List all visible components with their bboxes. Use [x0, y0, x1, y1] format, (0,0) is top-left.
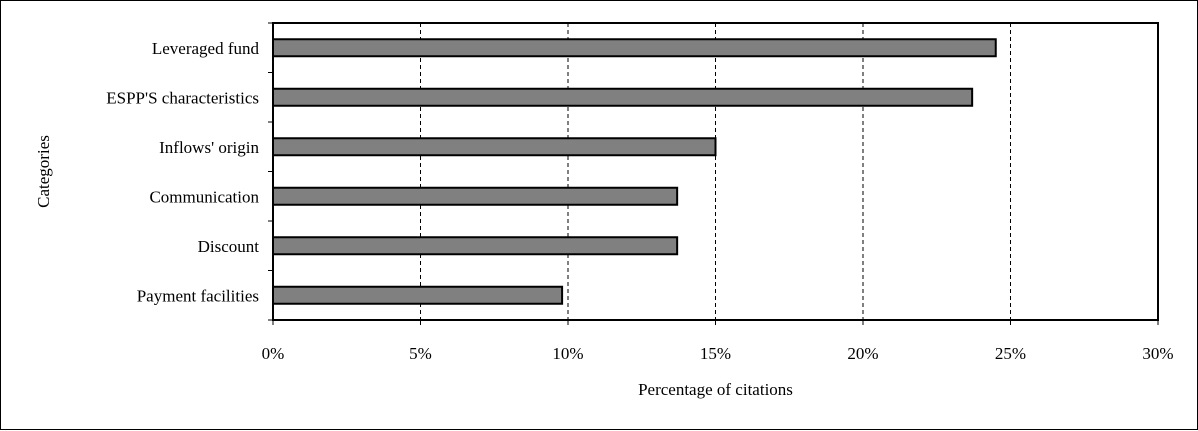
bar-3: [272, 186, 679, 206]
bar-5: [272, 285, 564, 305]
bar-1: [272, 87, 974, 107]
x-tick-label-6: 30%: [1142, 344, 1173, 363]
category-label-5: Payment facilities: [137, 286, 259, 305]
y-axis-title: Categories: [34, 135, 53, 208]
y-axis-category-labels: Leveraged fund ESPP'S characteristics Infl…: [106, 39, 259, 306]
category-label-1: ESPP'S characteristics: [106, 88, 259, 107]
y-axis-ticks: [268, 22, 273, 321]
category-label-0: Leveraged fund: [152, 39, 260, 58]
x-tick-label-3: 15%: [700, 344, 731, 363]
gridlines: [420, 23, 1011, 320]
x-tick-label-1: 5%: [409, 344, 432, 363]
x-axis-tick-labels: 0% 5% 10% 15% 20% 25% 30%: [262, 320, 1174, 363]
category-label-4: Discount: [198, 237, 260, 256]
x-axis-title: Percentage of citations: [638, 380, 793, 399]
category-label-2: Inflows' origin: [159, 138, 259, 157]
x-tick-label-4: 20%: [847, 344, 878, 363]
x-tick-label-0: 0%: [262, 344, 285, 363]
bar-2: [272, 137, 717, 157]
bar-0: [272, 38, 997, 58]
bar-4: [272, 236, 679, 256]
category-label-3: Communication: [149, 187, 259, 206]
x-tick-label-5: 25%: [995, 344, 1026, 363]
bars: [272, 38, 997, 305]
x-tick-label-2: 10%: [552, 344, 583, 363]
